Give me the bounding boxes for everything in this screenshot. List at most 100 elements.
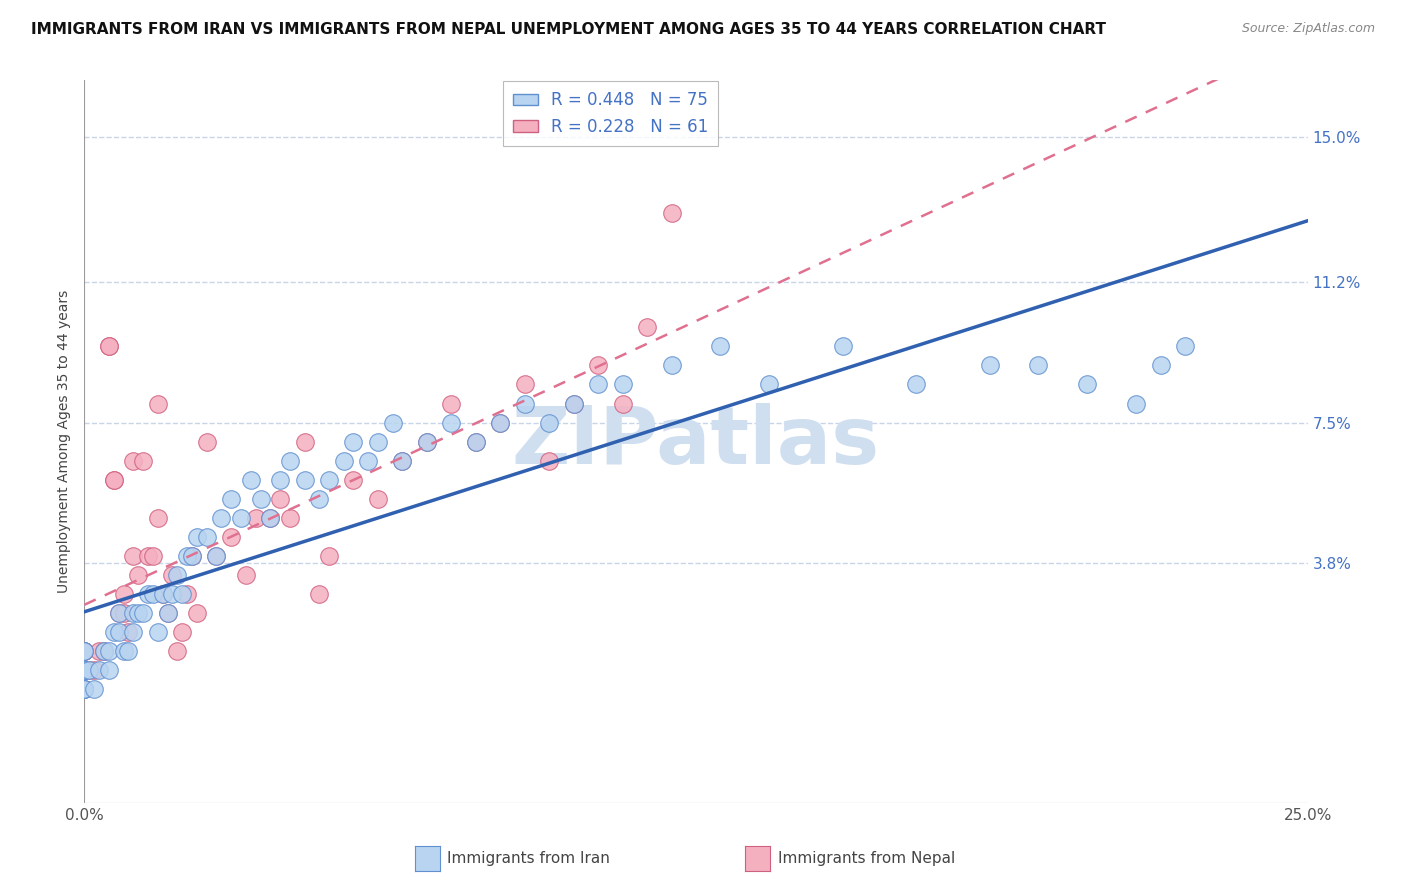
- Point: [308, 491, 330, 506]
- Point: [73, 663, 96, 677]
- Point: [489, 416, 512, 430]
- Point: [112, 606, 135, 620]
- Point: [73, 643, 96, 657]
- Point: [661, 359, 683, 373]
- Point: [318, 473, 340, 487]
- Point: [73, 643, 96, 657]
- Point: [176, 587, 198, 601]
- Point: [278, 510, 301, 524]
- Point: [905, 377, 928, 392]
- Point: [259, 510, 281, 524]
- Point: [127, 567, 149, 582]
- Point: [195, 434, 218, 449]
- Point: [73, 663, 96, 677]
- Point: [381, 416, 404, 430]
- Point: [562, 396, 585, 410]
- Point: [636, 320, 658, 334]
- Point: [586, 377, 609, 392]
- Point: [586, 359, 609, 373]
- Point: [205, 549, 228, 563]
- Point: [97, 339, 120, 353]
- Point: [142, 587, 165, 601]
- Point: [87, 643, 110, 657]
- Point: [513, 377, 536, 392]
- Point: [97, 643, 120, 657]
- Point: [1125, 396, 1147, 410]
- Point: [107, 606, 129, 620]
- Point: [73, 643, 96, 657]
- Point: [245, 510, 267, 524]
- Point: [87, 663, 110, 677]
- Point: [152, 587, 174, 601]
- Point: [73, 663, 96, 677]
- Point: [209, 510, 232, 524]
- Text: IMMIGRANTS FROM IRAN VS IMMIGRANTS FROM NEPAL UNEMPLOYMENT AMONG AGES 35 TO 44 Y: IMMIGRANTS FROM IRAN VS IMMIGRANTS FROM …: [31, 22, 1107, 37]
- Point: [181, 549, 204, 563]
- Point: [758, 377, 780, 392]
- Point: [73, 643, 96, 657]
- Point: [103, 473, 125, 487]
- Point: [103, 624, 125, 639]
- Point: [73, 681, 96, 696]
- Point: [122, 606, 145, 620]
- Point: [269, 473, 291, 487]
- Point: [979, 359, 1001, 373]
- Point: [661, 206, 683, 220]
- Point: [440, 416, 463, 430]
- Point: [73, 681, 96, 696]
- Point: [132, 606, 155, 620]
- Point: [195, 530, 218, 544]
- Point: [489, 416, 512, 430]
- Point: [156, 606, 179, 620]
- Point: [103, 473, 125, 487]
- Point: [97, 663, 120, 677]
- Y-axis label: Unemployment Among Ages 35 to 44 years: Unemployment Among Ages 35 to 44 years: [58, 290, 72, 593]
- Point: [294, 473, 316, 487]
- Point: [181, 549, 204, 563]
- Point: [342, 473, 364, 487]
- Point: [318, 549, 340, 563]
- Point: [93, 643, 115, 657]
- Point: [332, 453, 354, 467]
- Point: [142, 549, 165, 563]
- Point: [259, 510, 281, 524]
- Point: [122, 453, 145, 467]
- Point: [136, 587, 159, 601]
- Point: [1028, 359, 1050, 373]
- Point: [117, 643, 139, 657]
- Point: [416, 434, 439, 449]
- Point: [176, 549, 198, 563]
- Point: [162, 567, 184, 582]
- Point: [107, 606, 129, 620]
- Point: [342, 434, 364, 449]
- Point: [152, 587, 174, 601]
- Point: [612, 377, 634, 392]
- Text: Source: ZipAtlas.com: Source: ZipAtlas.com: [1241, 22, 1375, 36]
- Point: [464, 434, 486, 449]
- Point: [513, 396, 536, 410]
- Point: [73, 663, 96, 677]
- Point: [77, 663, 100, 677]
- Point: [1174, 339, 1197, 353]
- Point: [122, 549, 145, 563]
- Point: [112, 643, 135, 657]
- Point: [172, 624, 194, 639]
- Point: [709, 339, 731, 353]
- Point: [440, 396, 463, 410]
- Point: [83, 681, 105, 696]
- Point: [1150, 359, 1173, 373]
- Point: [612, 396, 634, 410]
- Point: [156, 606, 179, 620]
- Point: [186, 606, 208, 620]
- Point: [146, 624, 169, 639]
- Point: [117, 624, 139, 639]
- Point: [831, 339, 853, 353]
- Point: [73, 663, 96, 677]
- Point: [239, 473, 262, 487]
- Point: [83, 663, 105, 677]
- Point: [172, 587, 194, 601]
- Point: [235, 567, 257, 582]
- Point: [367, 491, 389, 506]
- Point: [73, 643, 96, 657]
- Point: [1076, 377, 1098, 392]
